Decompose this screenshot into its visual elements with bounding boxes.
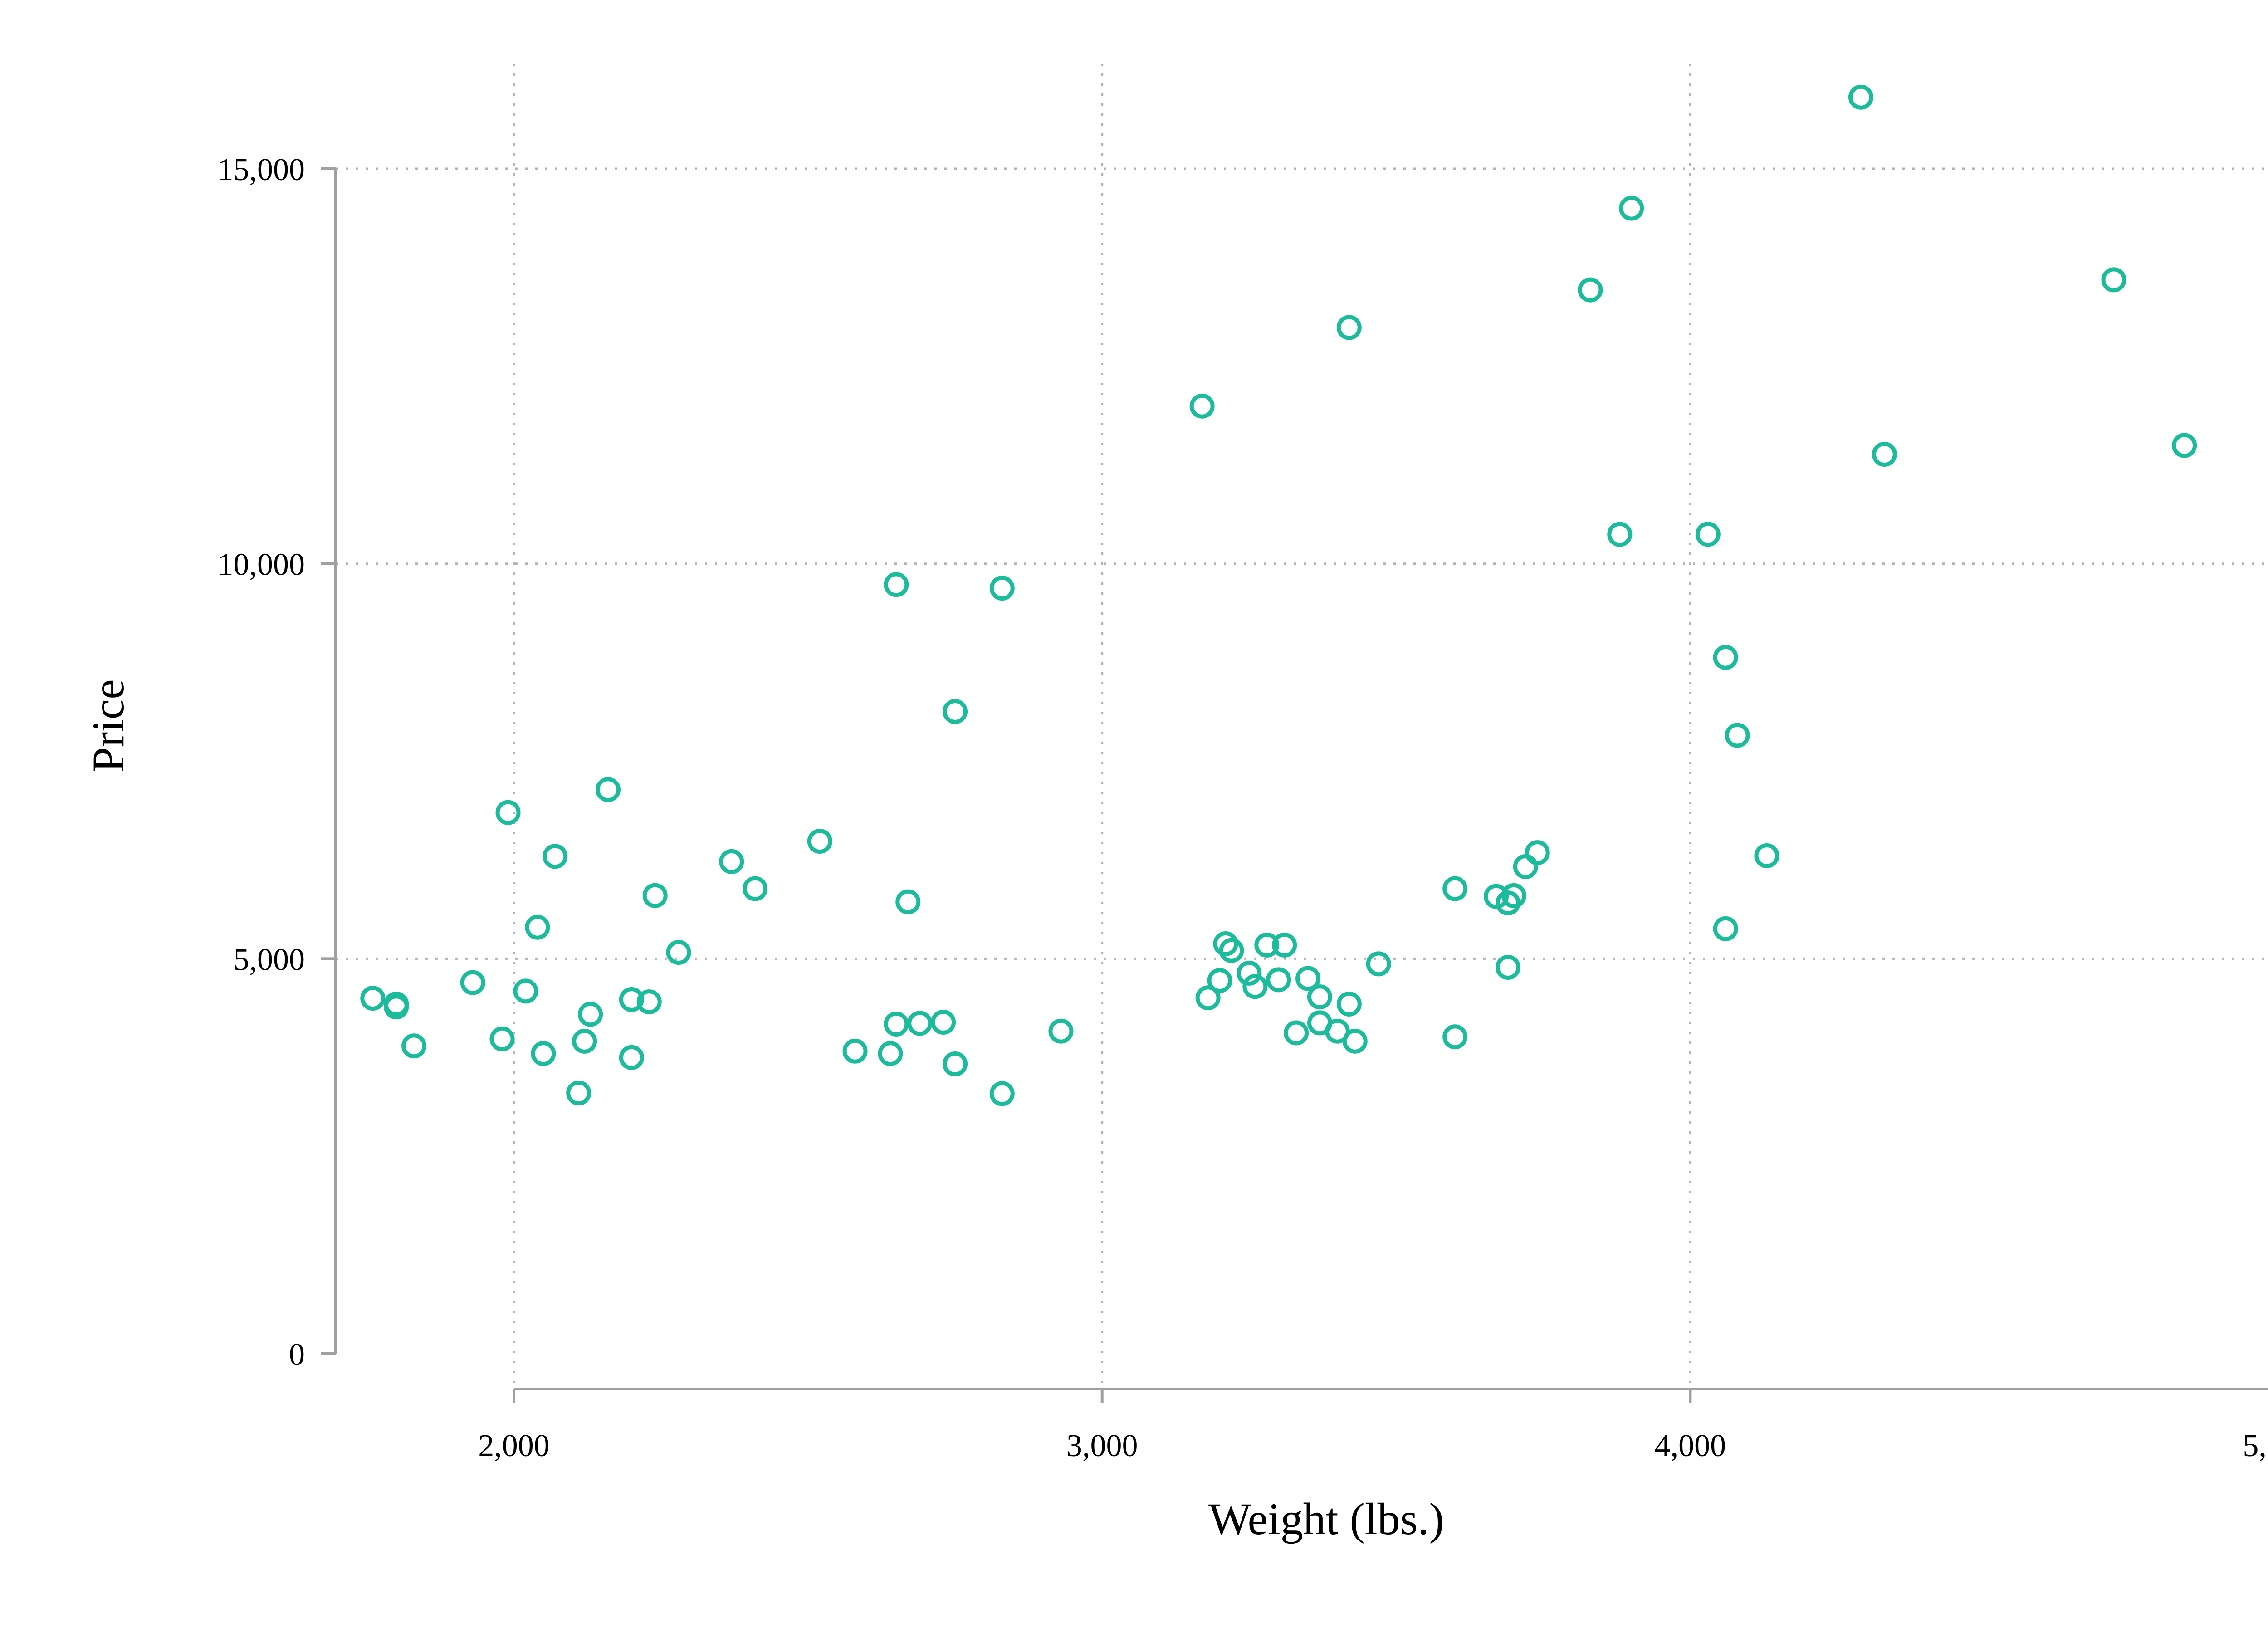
data-point <box>807 829 832 854</box>
data-point <box>719 849 744 874</box>
data-point <box>636 989 662 1015</box>
data-point <box>1754 843 1779 868</box>
data-point <box>943 1051 968 1076</box>
data-point <box>1713 916 1738 941</box>
data-point <box>1366 951 1391 977</box>
data-point <box>1213 931 1238 956</box>
data-point <box>1442 876 1468 901</box>
data-point <box>1607 522 1633 547</box>
data-point <box>1725 723 1750 748</box>
data-point <box>595 777 621 802</box>
data-point <box>666 940 691 965</box>
data-point <box>1195 985 1221 1011</box>
data-point <box>907 1011 933 1036</box>
data-point <box>1848 84 1873 110</box>
data-point <box>989 1081 1015 1106</box>
data-point <box>1525 840 1550 865</box>
y-tick-label: 0 <box>289 1337 305 1372</box>
x-tick-label: 2,000 <box>478 1428 550 1463</box>
data-point <box>943 699 968 724</box>
data-point <box>525 914 550 940</box>
data-point <box>1207 968 1232 993</box>
data-point <box>878 1041 903 1066</box>
data-point <box>743 876 768 901</box>
data-point <box>1442 1024 1468 1050</box>
data-points <box>360 84 2197 1106</box>
axes: 2,000 3,000 4,000 5,000 0 5,000 10,000 15,000 <box>218 152 2268 1463</box>
data-point <box>1513 854 1538 879</box>
x-tick-label: 3,000 <box>1066 1428 1138 1463</box>
data-point <box>1578 277 1603 303</box>
data-point <box>1284 1020 1309 1046</box>
data-point <box>460 970 485 995</box>
data-point <box>642 883 668 908</box>
data-point <box>1254 932 1280 958</box>
data-point <box>1295 966 1321 991</box>
y-axis-title: Price <box>83 679 133 772</box>
data-point <box>1048 1018 1074 1044</box>
data-point <box>931 1010 956 1035</box>
data-point <box>1219 938 1244 963</box>
data-point <box>489 1026 515 1051</box>
gridlines <box>336 64 2268 1389</box>
data-point <box>1342 1028 1368 1054</box>
data-point <box>360 986 386 1011</box>
data-point <box>384 994 409 1020</box>
data-point <box>1266 967 1291 993</box>
x-axis-title: Weight (lbs.) <box>1208 1494 1444 1544</box>
data-point <box>566 1081 591 1106</box>
data-point <box>989 576 1015 601</box>
data-point <box>531 1041 556 1066</box>
data-point <box>619 1045 644 1070</box>
y-tick-label: 10,000 <box>218 548 305 582</box>
data-point <box>1237 960 1262 986</box>
data-point <box>1336 991 1362 1017</box>
data-point <box>884 1012 909 1037</box>
data-point <box>1307 984 1332 1010</box>
data-point <box>1189 393 1215 419</box>
y-tick-label: 15,000 <box>218 152 305 187</box>
data-point <box>543 844 568 869</box>
data-point <box>884 572 909 597</box>
x-tick-label: 4,000 <box>1655 1428 1726 1463</box>
data-point <box>1501 883 1526 908</box>
data-point <box>1272 932 1297 958</box>
data-point <box>895 889 921 914</box>
data-point <box>619 987 644 1012</box>
data-point <box>401 1033 427 1059</box>
data-point <box>495 800 521 825</box>
data-point <box>2172 433 2197 458</box>
data-point <box>2101 267 2126 293</box>
data-point <box>513 978 538 1004</box>
data-point <box>1695 522 1721 547</box>
data-point <box>1713 645 1738 670</box>
data-point <box>572 1028 597 1054</box>
y-tick-label: 5,000 <box>234 942 305 977</box>
data-point <box>1872 442 1897 467</box>
data-point <box>1619 196 1644 221</box>
data-point <box>1242 974 1268 999</box>
data-point <box>842 1038 868 1064</box>
data-point <box>578 1002 603 1027</box>
x-tick-label: 5,000 <box>2243 1428 2268 1463</box>
data-point <box>1495 955 1520 980</box>
data-point <box>1336 315 1362 340</box>
